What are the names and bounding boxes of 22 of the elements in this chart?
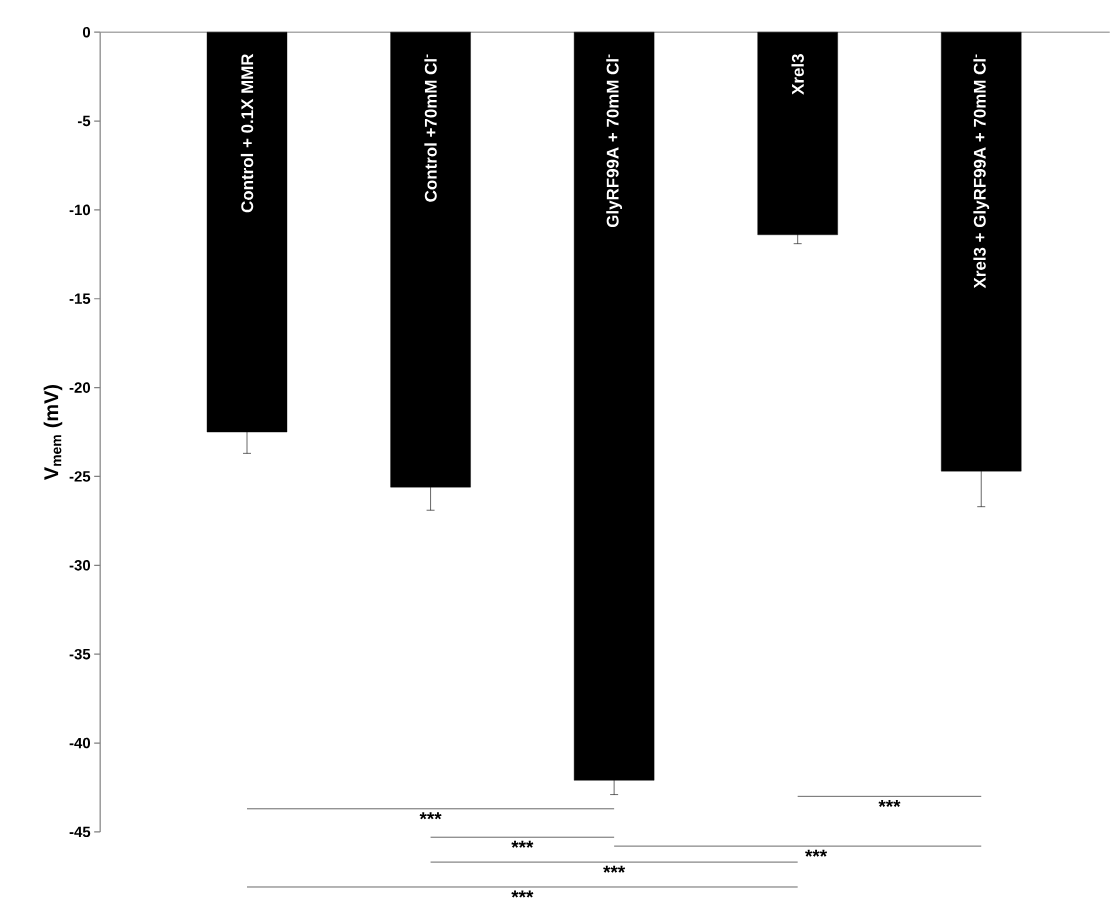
y-tick-label: -5 xyxy=(77,115,91,127)
y-tick-label: -15 xyxy=(69,293,91,304)
y-tick-label: -45 xyxy=(69,826,91,838)
x-tick-label: Xrel3 xyxy=(791,54,804,95)
x-tick-label: GlyRF99A + 70mM Cl$^{-}$ xyxy=(606,54,623,228)
annotation: *** xyxy=(419,812,442,820)
y-tick-label: -40 xyxy=(69,737,91,749)
y-tick-label: 0 xyxy=(82,26,91,38)
text: *** xyxy=(511,840,534,848)
y-tick-label: -20 xyxy=(69,382,91,393)
y-tick-label: -30 xyxy=(69,559,91,571)
text: *** xyxy=(805,849,828,857)
x-tick-label: Control + 0.1X MMR xyxy=(240,53,254,213)
x-tick-label: Xrel3 + GlyRF99A + 70mM Cl$^{-}$ xyxy=(973,54,990,289)
text: *** xyxy=(603,865,626,873)
y-tick-label: -35 xyxy=(69,648,91,660)
x-tick-label: Control +70mM Cl$^{-}$ xyxy=(424,54,437,202)
y-axis-title: V$_{mem}$ (mV) xyxy=(43,384,63,480)
y-tick-label: -10 xyxy=(69,204,91,216)
annotation: *** xyxy=(878,799,901,807)
y-tick-label: -25 xyxy=(69,471,91,482)
text: *** xyxy=(511,890,534,898)
